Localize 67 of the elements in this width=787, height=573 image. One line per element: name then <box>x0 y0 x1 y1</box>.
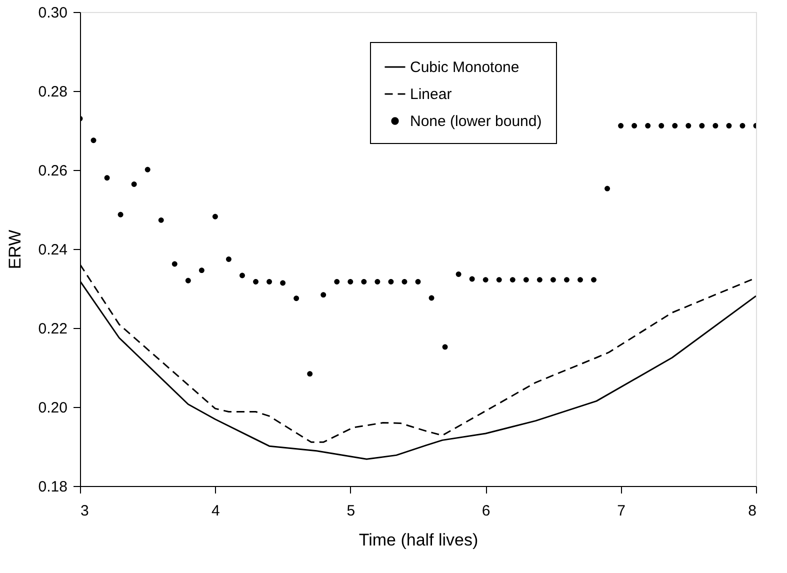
point <box>348 279 354 285</box>
y-tick-label: 0.30 <box>38 4 68 22</box>
x-tick-label: 6 <box>482 502 490 520</box>
point <box>172 261 178 267</box>
point <box>198 268 204 274</box>
point <box>712 123 718 128</box>
point <box>726 123 732 128</box>
point <box>158 217 164 223</box>
point <box>645 123 651 128</box>
y-tick-label: 0.28 <box>38 84 68 100</box>
point <box>564 277 570 283</box>
point <box>104 175 110 181</box>
point <box>226 256 232 262</box>
point <box>686 123 692 128</box>
point <box>402 279 408 285</box>
point <box>632 123 638 128</box>
y-tick-label: 0.24 <box>38 242 68 258</box>
point <box>523 277 529 283</box>
legend-label: None (lower bound) <box>410 113 542 130</box>
point <box>536 277 542 283</box>
point <box>469 276 475 282</box>
point <box>118 212 124 218</box>
point <box>510 277 516 283</box>
point <box>442 344 448 350</box>
y-tick-label: 0.18 <box>38 478 68 496</box>
point <box>428 295 434 301</box>
point <box>740 123 746 128</box>
point <box>334 279 340 285</box>
legend-label: Cubic Monotone <box>410 59 520 76</box>
point <box>550 277 556 283</box>
x-tick-label: 5 <box>346 502 356 520</box>
point <box>578 277 583 283</box>
x-tick-label: 4 <box>212 502 220 520</box>
point <box>361 279 367 285</box>
point <box>482 277 488 283</box>
point <box>253 279 258 285</box>
point <box>658 123 664 128</box>
point <box>415 279 421 285</box>
point <box>280 280 286 286</box>
point <box>672 123 678 128</box>
y-tick-label: 0.26 <box>38 162 68 180</box>
point <box>591 277 596 283</box>
point <box>131 181 137 187</box>
point <box>699 123 705 128</box>
point <box>456 272 462 278</box>
legend-label: Linear <box>410 86 452 103</box>
point <box>618 123 624 128</box>
point <box>240 272 245 278</box>
y-tick-label: 0.22 <box>38 320 68 338</box>
point <box>185 278 191 284</box>
y-axis-title: ERW <box>5 230 24 270</box>
x-tick-label: 8 <box>748 502 756 520</box>
point <box>496 277 502 283</box>
point <box>604 186 610 192</box>
x-tick-label: 7 <box>617 502 626 520</box>
point <box>388 279 394 285</box>
x-tick-label: 3 <box>80 502 89 520</box>
point <box>320 292 326 298</box>
point <box>307 371 313 377</box>
point <box>266 279 272 285</box>
point <box>374 279 380 285</box>
point <box>90 138 96 144</box>
x-axis-title: Time (half lives) <box>358 530 478 550</box>
point <box>144 166 150 172</box>
y-tick-label: 0.20 <box>38 400 68 416</box>
point <box>212 214 218 220</box>
point <box>294 296 300 302</box>
